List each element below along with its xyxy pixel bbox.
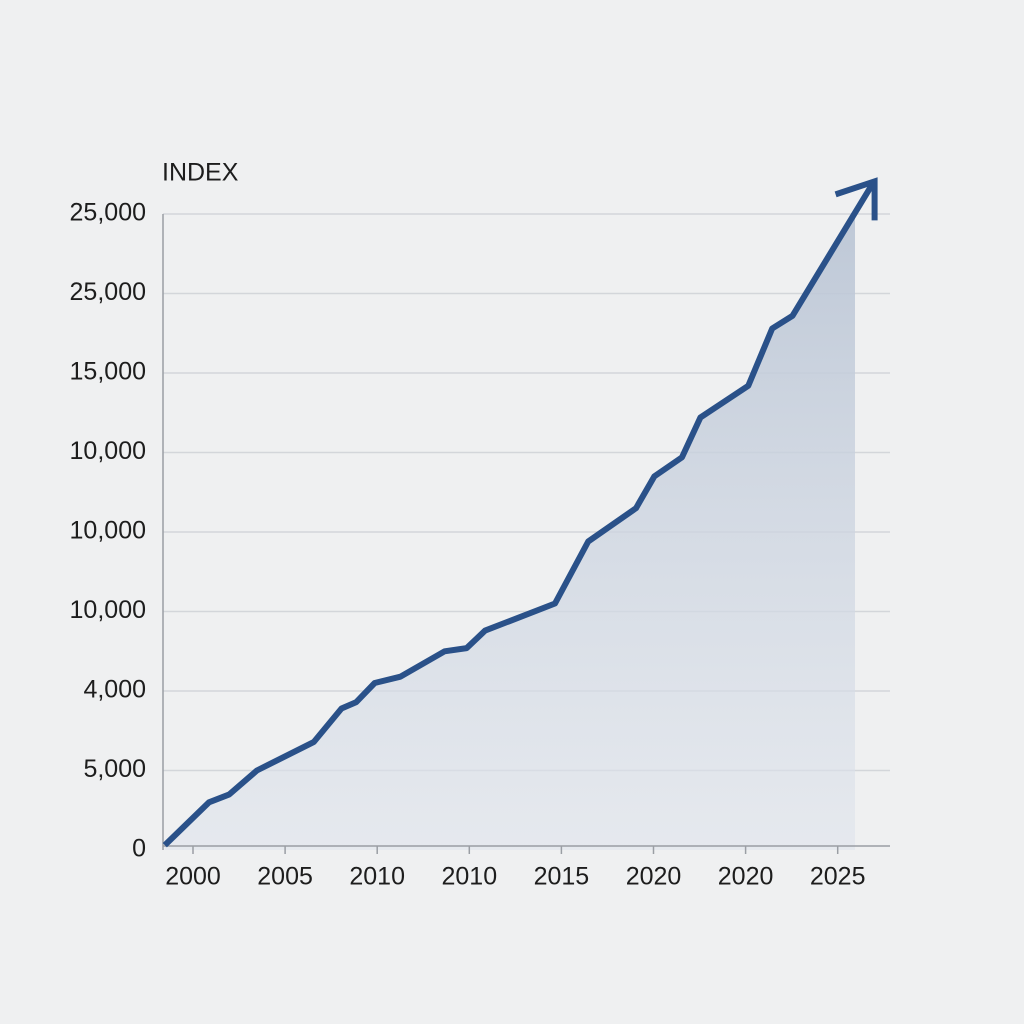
area-group [164,212,855,850]
x-tick-label: 2025 [810,863,866,891]
y-tick-label: 10,000 [70,517,146,545]
y-tick-label: 25,000 [70,278,146,306]
area [164,212,855,850]
arrow-head [834,177,878,221]
axis-label: INDEX [162,159,239,187]
x-tick-label: 2020 [718,863,774,891]
y-tick-label: 25,000 [70,199,146,227]
y-tick-label: 4,000 [83,676,146,704]
x-tick-label: 2000 [165,863,221,891]
y-tick-label: 5,000 [83,755,146,783]
x-tick-label: 2005 [257,863,313,891]
y-tick-label: 0 [132,835,146,863]
y-tick-label: 15,000 [70,358,146,386]
y-tick-label: 10,000 [70,596,146,624]
x-tick-label: 2010 [349,863,405,891]
y-tick-label: 10,000 [70,437,146,465]
x-tick-label: 2010 [441,863,497,891]
line [162,183,875,848]
x-tick-label: 2020 [626,863,682,891]
x-tick-label: 2015 [534,863,590,891]
